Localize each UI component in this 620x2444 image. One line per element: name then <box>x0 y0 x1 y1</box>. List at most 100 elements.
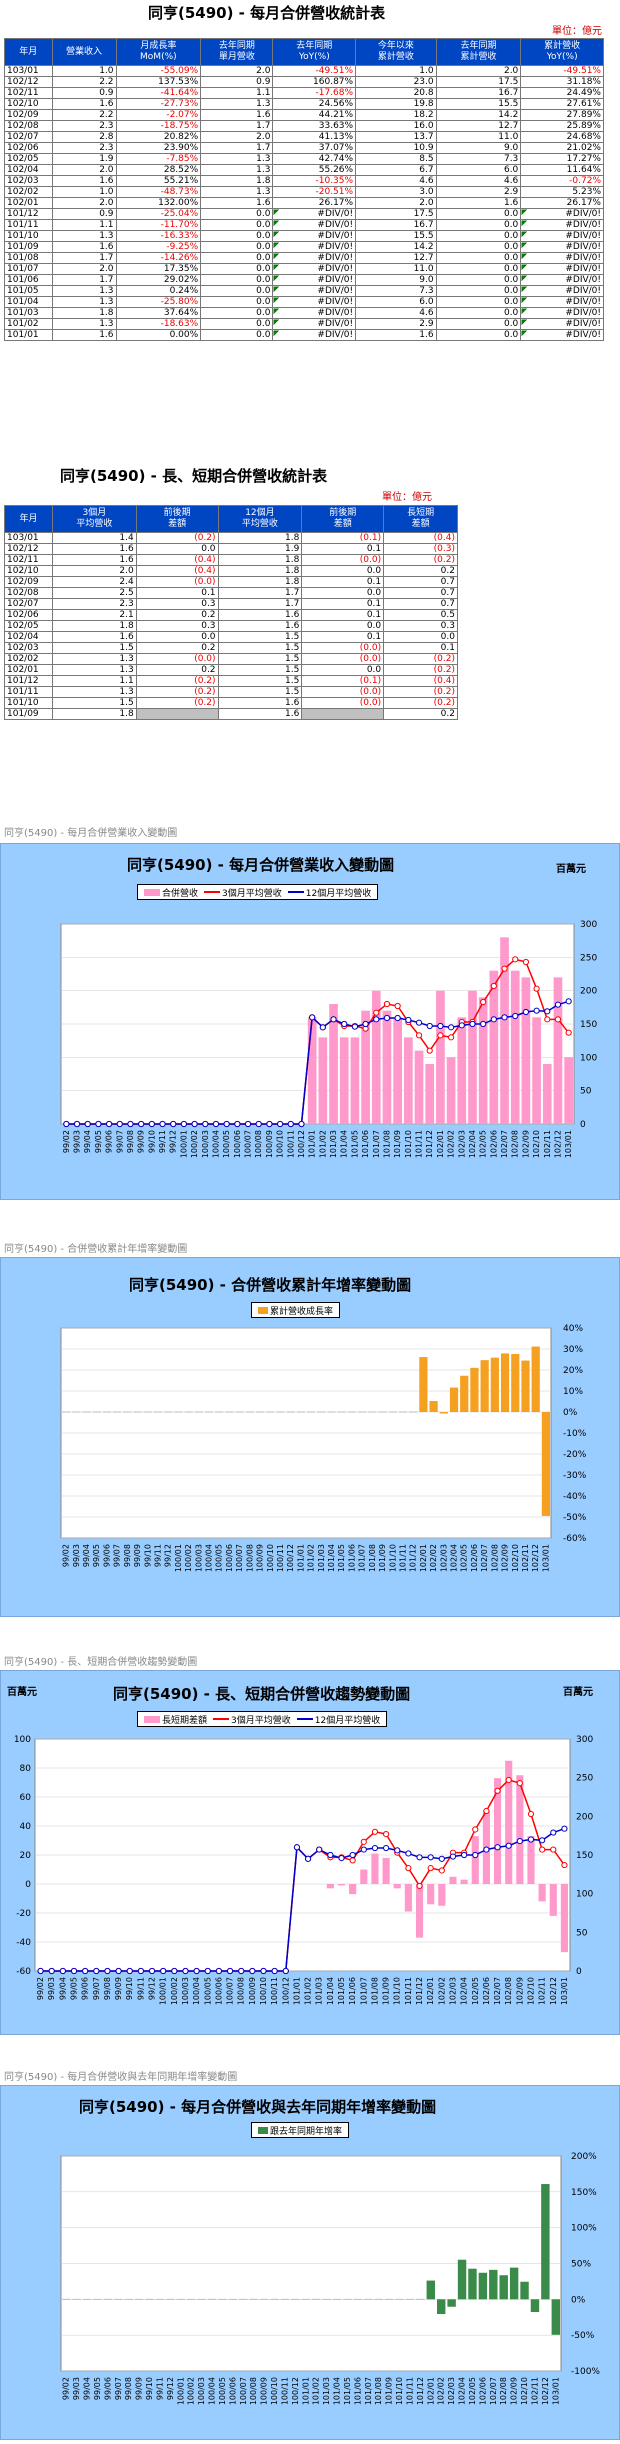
revenue-bar <box>521 977 531 1124</box>
x-tick-label: 103/01 <box>551 2377 560 2405</box>
long-short-diff-bar <box>326 1884 334 1889</box>
x-tick-label: 100/01 <box>179 1130 188 1158</box>
x-tick-label: 100/03 <box>194 1544 203 1572</box>
avg12-point <box>223 1120 230 1128</box>
avg3-point <box>394 1002 401 1010</box>
table-cell: 1.1 <box>51 675 137 687</box>
cumulative-yoy-bar <box>541 1412 550 1516</box>
avg12-point <box>298 1120 305 1128</box>
table2-unit: 單位：億元 <box>382 492 432 503</box>
monthly-revenue-table: 年月 營業收入 月成長率 MoM(%) 去年同期 單月營收 去年同期 YoY(%) 今年以… <box>4 38 604 341</box>
cumulative-yoy-bar <box>439 1412 448 1414</box>
avg12-point <box>565 998 572 1005</box>
table-cell: 101/02 <box>4 318 53 330</box>
long-short-diff-bar <box>438 1884 446 1906</box>
table-cell: 13.7 <box>355 131 437 143</box>
legend-item: 12個月平均營收 <box>287 886 371 899</box>
table-cell: -25.80% <box>115 296 202 308</box>
avg12-point <box>516 1837 523 1845</box>
table-cell: #DIV/0! <box>272 263 357 275</box>
table-cell: 55.21% <box>115 175 202 187</box>
table-cell: #DIV/0! <box>520 318 604 330</box>
table-cell: 0.0 <box>200 241 274 253</box>
table-cell: 15.5 <box>355 230 437 242</box>
avg3-point <box>426 1047 433 1054</box>
table-cell: 24.56% <box>272 98 357 110</box>
table-row: 101/01 1.6 0.00% 0.0 #DIV/0! 1.6 0.0 #DIV/0! <box>4 329 604 341</box>
table-row: 102/04 1.6 0.0 1.5 0.1 0.0 <box>4 631 458 643</box>
table-header-cell: 去年同期 單月營收 <box>200 38 274 66</box>
avg12-point <box>276 1120 284 1128</box>
table-cell: 102/09 <box>4 576 53 588</box>
table-cell: 16.0 <box>355 120 437 132</box>
table-cell: 101/01 <box>4 329 53 341</box>
table-cell: 23.90% <box>115 142 202 154</box>
chart1-title: 同亨(5490) - 每月合併營業收入變動圖 <box>127 856 395 874</box>
avg12-point <box>330 1016 337 1023</box>
table-cell: (0.4) <box>383 675 458 687</box>
cumulative-yoy-bar <box>490 1357 499 1412</box>
avg3-point <box>527 1810 535 1818</box>
table-cell: 0.0 <box>200 318 274 330</box>
table-cell: 42.74% <box>272 153 357 165</box>
avg12-point <box>494 1844 501 1851</box>
avg12-point <box>204 1967 211 1975</box>
x-tick-label: 102/07 <box>489 2377 498 2405</box>
table-cell: #DIV/0! <box>520 241 604 253</box>
x-tick-label: 101/12 <box>425 1130 434 1158</box>
cumulative-yoy-bar <box>419 1357 428 1412</box>
avg12-point <box>327 1851 334 1859</box>
x-tick-label: 99/02 <box>62 1544 71 1567</box>
table-cell: 0.5 <box>383 609 458 621</box>
table-cell: #DIV/0! <box>520 230 604 242</box>
table-cell: 0.3 <box>135 620 219 632</box>
x-tick-label: 102/06 <box>478 2377 487 2405</box>
table-cell: 1.6 <box>51 543 137 555</box>
x-tick-label: 99/09 <box>133 1544 142 1567</box>
chart3-caption: 同亨(5490) - 長、短期合併營收趨勢變動圖 <box>4 1657 198 1668</box>
chart4-svg: 200%150%100%50%0%-50%-100%99/02 99/03 99/0… <box>60 2152 600 2405</box>
table-cell: 9.0 <box>355 274 437 286</box>
table-cell: 1.0 <box>355 65 437 77</box>
table-cell: #DIV/0! <box>272 208 357 220</box>
table-cell: 1.6 <box>200 197 274 209</box>
x-tick-label: 99/10 <box>125 1977 134 2000</box>
x-tick-label: 101/03 <box>322 2377 331 2405</box>
x-tick-label: 100/09 <box>260 2377 269 2405</box>
table-row: 102/07 2.3 0.3 1.7 0.1 0.7 <box>4 598 458 610</box>
avg12-point <box>341 1020 348 1028</box>
y-tick-label: -50% <box>571 2331 595 2341</box>
table-cell: 28.52% <box>115 164 202 176</box>
avg3-point <box>554 1016 562 1023</box>
table-cell: -20.51% <box>272 186 357 198</box>
x-tick-label: 101/06 <box>361 1130 370 1158</box>
x-tick-label: 101/10 <box>393 1977 402 2005</box>
table-cell: 2.2 <box>51 76 117 88</box>
chart1-unit-tag: 百萬元 <box>556 864 586 875</box>
legend-item: 3個月平均營收 <box>213 1713 291 1726</box>
table-cell: 102/08 <box>4 587 53 599</box>
table-cell: 1.6 <box>217 620 303 632</box>
avg12-point <box>449 1853 457 1860</box>
table-cell: 0.24% <box>115 285 202 297</box>
table-cell: -48.73% <box>115 186 202 198</box>
table1-unit: 單位：億元 <box>552 26 602 37</box>
y-tick-label: 40% <box>563 1324 583 1334</box>
avg12-point <box>260 1967 267 1975</box>
cumulative-yoy-bar <box>460 1375 469 1412</box>
table-row: 102/09 2.2 -2.07% 1.6 44.21% 18.2 14.2 27.89% <box>4 109 604 121</box>
table-cell: 2.1 <box>51 609 137 621</box>
table-cell: 0.0 <box>301 587 385 599</box>
table-cell: #DIV/0! <box>520 285 604 297</box>
table-cell: -11.70% <box>115 219 202 231</box>
x-tick-label: 100/04 <box>211 1130 220 1158</box>
table-cell: 102/11 <box>4 87 53 99</box>
x-tick-label: 100/06 <box>214 1977 223 2005</box>
table-cell: 0.9 <box>51 87 117 99</box>
table-cell: 7.3 <box>355 285 437 297</box>
x-tick-label: 99/04 <box>82 1544 91 1567</box>
legend-item: 跟去年同期年增率 <box>258 2124 342 2137</box>
x-tick-label: 101/02 <box>307 1544 316 1572</box>
table-cell: 20.82% <box>115 131 202 143</box>
table-cell: #DIV/0! <box>272 252 357 264</box>
